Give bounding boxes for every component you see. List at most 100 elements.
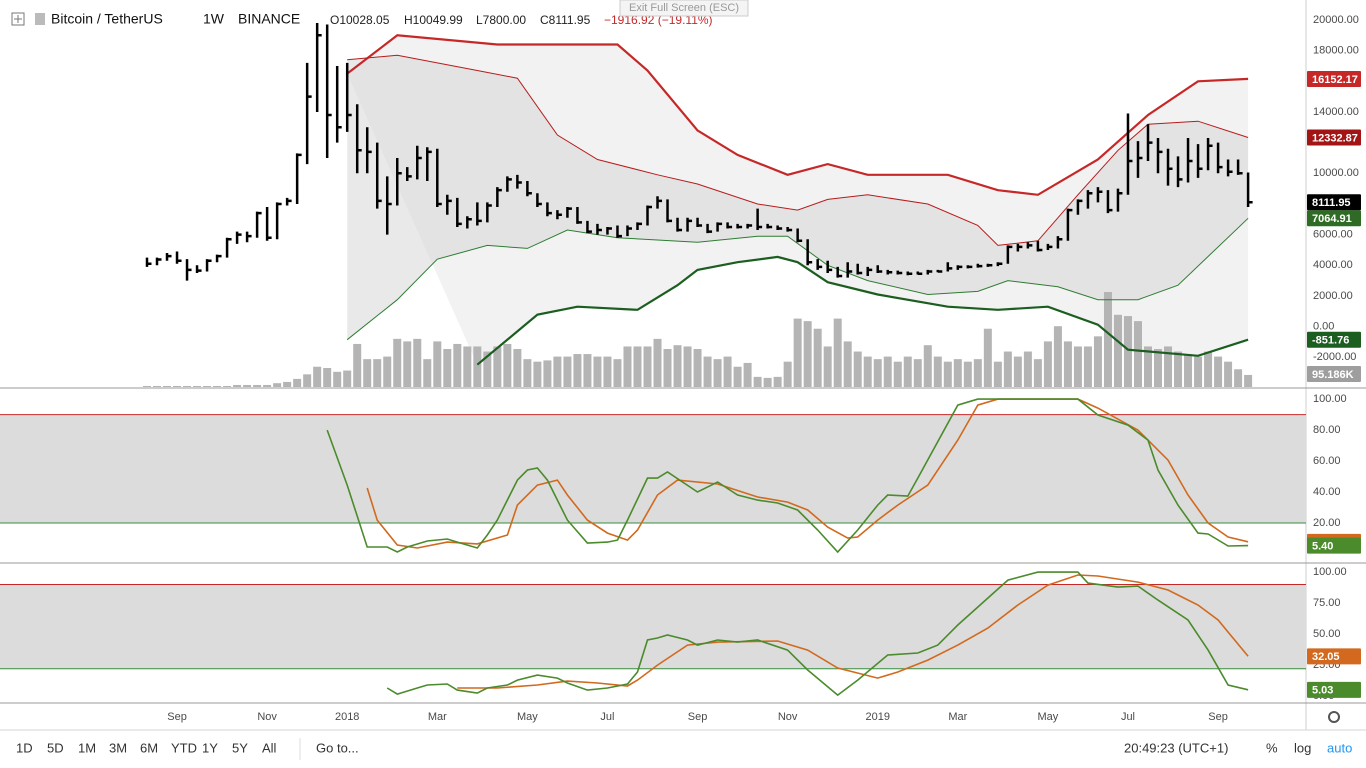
settings-icon[interactable] [1328,711,1340,723]
period-button[interactable]: 3M [109,740,127,755]
volume-bar [543,360,552,387]
period-button[interactable]: 1Y [202,740,218,755]
volume-bar [943,361,952,387]
volume-bar [163,385,172,387]
volume-bar [393,338,402,387]
price-bar [416,145,422,180]
period-button[interactable]: 1D [16,740,33,755]
auto-toggle[interactable]: auto [1327,740,1352,755]
volume-bar [893,361,902,387]
volume-bar [923,345,932,387]
x-tick-label: Jul [1121,711,1135,723]
price-bar [1006,245,1013,264]
price-bar [716,222,723,232]
volume-bar [963,361,972,387]
price-bar [1096,187,1103,203]
collapse-icon[interactable] [11,12,25,26]
level-fill [0,414,1306,524]
tooltip-text: Exit Full Screen (ESC) [629,2,739,14]
volume-bar [723,356,732,387]
open: O10028.05 [330,13,390,27]
volume-bar [1123,316,1132,387]
band-badge [1307,129,1361,146]
price-bar [355,104,362,174]
goto-button[interactable]: Go to... [316,740,359,755]
price-bar [245,231,252,243]
volume-bar [613,359,622,387]
volume-bar [623,346,632,387]
x-tick-label: Jul [600,711,614,723]
price-bar [426,147,432,181]
volume-bar [833,318,842,387]
price-bar [926,269,933,275]
x-tick-label: Sep [167,711,187,723]
volume-bar [1204,351,1213,387]
volume-bar [1164,346,1173,387]
period-button[interactable]: All [262,740,277,755]
volume-bar [303,374,312,387]
price-bar [1126,113,1133,195]
volume-bar [673,345,682,387]
price-badge [1307,194,1361,211]
price-bar [1066,208,1073,241]
price-bar [255,211,262,238]
volume-bar [143,385,151,387]
price-bar [506,176,512,192]
volume-bar [573,354,582,387]
volume-bar [273,383,282,387]
price-bar [626,225,632,237]
price-bar [1166,148,1173,186]
price-bar [436,148,442,208]
y-tick-label: 10000.00 [1313,167,1359,179]
volume-bar [1234,369,1243,387]
price-bar [526,180,532,197]
volume-bar [1033,359,1042,387]
period-button[interactable]: 5Y [232,740,248,755]
volume-bar [283,381,292,387]
price-bar [1246,172,1253,208]
volume-bar [233,384,242,387]
volume-bar [1224,361,1233,387]
volume-bar [783,361,792,387]
price-bar [1176,156,1183,188]
price-bar [876,265,883,273]
volume-bar [743,362,752,387]
volume-bar [1244,374,1253,387]
price-bar [165,253,172,261]
x-tick-label: Sep [688,711,708,723]
period-button[interactable]: 1M [78,740,96,755]
band-badge [1307,70,1361,87]
symbol[interactable]: Bitcoin / TetherUS [51,11,163,27]
exchange[interactable]: BINANCE [238,11,300,27]
stoch-line [326,398,1249,554]
price-bar [756,208,763,231]
tooltip[interactable] [619,0,749,17]
period-button[interactable]: 6M [140,740,158,755]
price-bar [706,223,713,234]
volume-bar [243,384,252,387]
volume-bar [853,351,862,387]
volume-bar [683,346,692,387]
x-tick-label: Nov [778,711,798,723]
x-tick-label: Sep [1208,711,1228,723]
price-bar [496,187,502,208]
volume-bar [663,349,672,387]
period-button[interactable]: YTD [171,740,197,755]
volume-bar [1144,346,1152,387]
period-button[interactable]: 5D [47,740,64,755]
price-bar [536,193,542,208]
price-bar [946,262,953,272]
volume-bar [903,356,912,387]
interval[interactable]: 1W [203,11,225,27]
volume-bar [1113,314,1122,387]
volume-bar [653,338,662,387]
price-bar [736,223,743,229]
price-bar [375,142,382,209]
price-bar [766,223,773,229]
percent-toggle[interactable]: % [1266,740,1278,755]
price-bar [175,251,182,264]
log-toggle[interactable]: log [1294,740,1311,755]
y-tick-label: 100.00 [1313,393,1347,405]
band-badge [1307,331,1361,348]
